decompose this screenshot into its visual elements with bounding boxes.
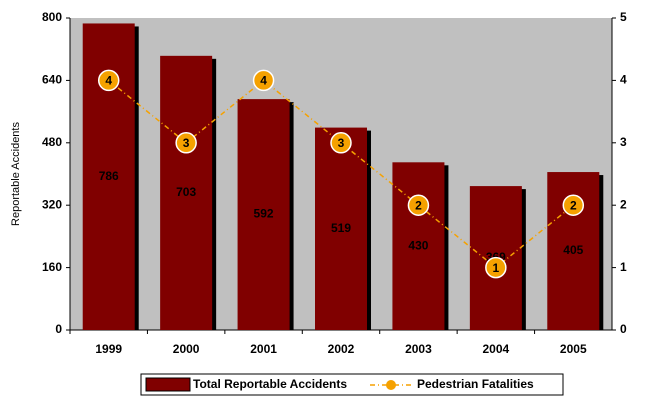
legend-label: Pedestrian Fatalities <box>417 377 534 391</box>
y2-tick-label: 0 <box>620 322 627 336</box>
legend-label: Total Reportable Accidents <box>193 377 347 391</box>
marker <box>407 194 430 216</box>
bar <box>160 55 213 331</box>
data-label: 430 <box>408 238 428 252</box>
y-tick-label: 320 <box>42 197 62 211</box>
y-tick-label: 0 <box>55 322 62 336</box>
marker <box>175 132 197 154</box>
data-label: 2 <box>570 198 577 212</box>
y2-tick-label: 5 <box>620 10 627 24</box>
bar <box>315 127 367 330</box>
x-tick-label: 1999 <box>95 342 122 356</box>
marker <box>485 256 507 279</box>
data-label: 405 <box>563 243 583 257</box>
marker <box>97 69 120 92</box>
y-tick-label: 160 <box>42 260 62 274</box>
data-label: 519 <box>331 221 351 235</box>
bar <box>237 99 290 331</box>
marker <box>330 132 352 154</box>
legend-marker <box>386 380 396 390</box>
x-tick-label: 2001 <box>250 342 277 356</box>
data-label: 703 <box>176 185 196 199</box>
x-tick-label: 2004 <box>483 342 510 356</box>
marker <box>252 69 275 92</box>
data-label: 4 <box>260 74 267 88</box>
data-label: 786 <box>99 169 119 183</box>
y2-tick-label: 3 <box>620 135 627 149</box>
x-tick-label: 2005 <box>560 342 587 356</box>
data-label: 3 <box>183 136 190 150</box>
x-tick-label: 2002 <box>328 342 355 356</box>
y-tick-label: 640 <box>42 73 62 87</box>
y-tick-label: 480 <box>42 135 62 149</box>
bar <box>392 162 445 330</box>
x-tick-label: 2003 <box>405 342 432 356</box>
y2-tick-label: 1 <box>620 260 627 274</box>
data-label: 3 <box>338 136 345 150</box>
data-label: 1 <box>493 261 500 275</box>
data-label: 592 <box>254 207 274 221</box>
y-tick-label: 800 <box>42 10 62 24</box>
legend-box <box>140 373 564 396</box>
y2-tick-label: 2 <box>620 197 627 211</box>
data-label: 4 <box>105 74 112 88</box>
legend-swatch <box>145 377 191 392</box>
x-tick-label: 2000 <box>173 342 200 356</box>
legend: Total Reportable Accidents Pedestrian Fat… <box>140 373 564 396</box>
y-axis-label: Reportable Accidents <box>10 122 22 226</box>
marker <box>562 194 585 216</box>
y2-tick-label: 4 <box>620 73 627 87</box>
data-label: 2 <box>415 198 422 212</box>
